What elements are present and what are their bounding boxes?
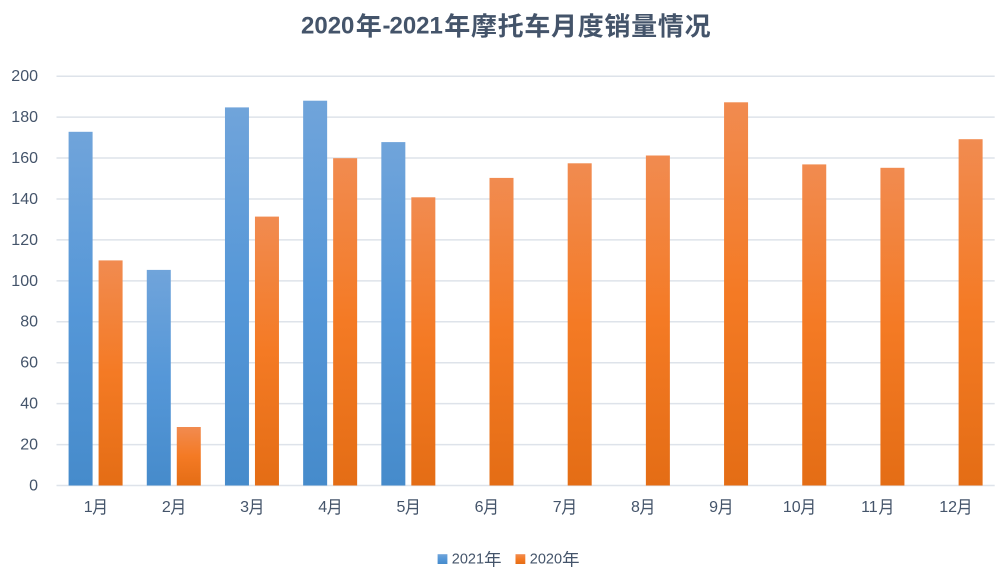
svg-text:60: 60: [20, 355, 38, 372]
svg-text:80: 80: [20, 314, 38, 331]
svg-text:2020: 2020: [301, 13, 354, 40]
svg-text:4: 4: [318, 499, 327, 516]
svg-text:120: 120: [11, 232, 38, 249]
svg-text:1: 1: [84, 499, 93, 516]
svg-text:2021: 2021: [389, 13, 442, 40]
svg-text:-: -: [382, 13, 390, 40]
svg-text:160: 160: [11, 150, 38, 167]
svg-text:0: 0: [29, 477, 38, 494]
svg-text:200: 200: [11, 68, 38, 85]
svg-text:5: 5: [396, 499, 405, 516]
svg-text:2021: 2021: [452, 551, 484, 567]
svg-text:2: 2: [162, 499, 171, 516]
svg-text:11: 11: [861, 499, 878, 516]
svg-text:20: 20: [20, 436, 38, 453]
svg-text:3: 3: [240, 499, 249, 516]
svg-text:9: 9: [709, 499, 718, 516]
svg-text:10: 10: [783, 499, 801, 516]
svg-text:140: 140: [11, 191, 38, 208]
svg-text:8: 8: [631, 499, 640, 516]
svg-text:6: 6: [475, 499, 484, 516]
svg-text:12: 12: [939, 499, 957, 516]
svg-text:40: 40: [20, 396, 38, 413]
svg-text:2020: 2020: [530, 551, 562, 567]
svg-text:7: 7: [553, 499, 562, 516]
svg-text:180: 180: [11, 109, 38, 126]
svg-text:100: 100: [11, 273, 38, 290]
